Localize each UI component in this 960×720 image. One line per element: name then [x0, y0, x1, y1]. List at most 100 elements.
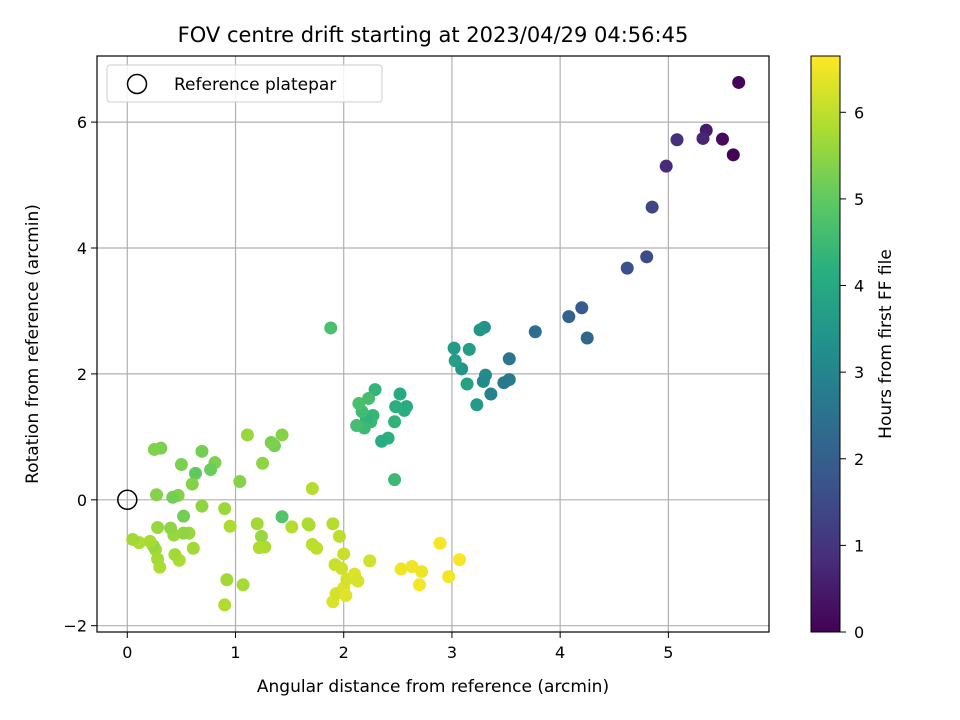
data-point — [305, 481, 319, 495]
data-point — [186, 541, 200, 555]
data-point — [188, 466, 202, 480]
colorbar: 0 1 2 3 4 5 6 Hours from first FF file — [810, 55, 896, 642]
data-point — [218, 598, 232, 612]
plot-frame — [96, 55, 770, 633]
data-point — [204, 463, 218, 477]
data-point — [326, 517, 340, 531]
data-point — [462, 342, 476, 356]
data-point — [484, 387, 498, 401]
data-point — [670, 133, 684, 147]
data-point — [528, 325, 542, 339]
chart-title: FOV centre drift starting at 2023/04/29 … — [178, 23, 689, 47]
y-tick-label: 2 — [77, 365, 87, 384]
data-point — [562, 310, 576, 324]
data-point — [151, 521, 165, 535]
data-point — [177, 526, 191, 540]
data-point — [575, 301, 589, 315]
data-point — [453, 553, 467, 567]
colorbar-tick-label: 4 — [854, 277, 864, 296]
data-point — [415, 565, 429, 579]
colorbar-tick-label: 6 — [854, 103, 864, 122]
legend-label: Reference platepar — [174, 75, 336, 95]
colorbar-gradient — [811, 56, 840, 632]
data-point — [337, 547, 351, 561]
colorbar-tick-label: 0 — [854, 623, 864, 642]
data-point — [250, 517, 264, 531]
data-point — [696, 131, 710, 145]
x-tick-label: 5 — [663, 643, 673, 662]
data-point — [233, 475, 247, 489]
data-point — [332, 529, 346, 543]
x-axis-ticks: 0 1 2 3 4 5 — [122, 632, 673, 662]
data-point — [275, 428, 289, 442]
colorbar-tick-label: 3 — [854, 363, 864, 382]
colorbar-label: Hours from first FF file — [876, 249, 896, 439]
data-point — [256, 456, 270, 470]
x-tick-label: 4 — [555, 643, 565, 662]
data-point — [174, 458, 188, 472]
data-point — [302, 518, 316, 532]
data-point — [412, 578, 426, 592]
y-axis-label: Rotation from reference (arcmin) — [23, 204, 43, 484]
colorbar-tick-label: 2 — [854, 450, 864, 469]
data-point — [164, 521, 178, 535]
data-point — [275, 510, 289, 524]
data-point — [126, 532, 140, 546]
data-point — [223, 519, 237, 533]
data-point — [220, 573, 234, 587]
data-point — [236, 578, 250, 592]
data-point — [447, 341, 461, 355]
data-point — [715, 132, 729, 146]
data-point — [185, 477, 199, 491]
x-axis-label: Angular distance from reference (arcmin) — [257, 677, 609, 697]
y-tick-label: −2 — [63, 617, 87, 636]
data-point — [218, 502, 232, 516]
legend: Reference platepar — [106, 64, 383, 103]
y-tick-label: 0 — [77, 491, 87, 510]
data-point — [393, 387, 407, 401]
x-tick-label: 2 — [339, 643, 349, 662]
data-point — [388, 473, 402, 487]
data-point — [640, 250, 654, 264]
data-point — [620, 261, 634, 275]
reference-platepar-marker — [117, 489, 138, 511]
data-point — [362, 391, 376, 405]
data-point — [433, 536, 447, 550]
data-point — [310, 541, 324, 555]
data-point — [502, 352, 516, 366]
data-point — [476, 374, 490, 388]
data-point — [252, 541, 266, 555]
data-point — [350, 419, 364, 433]
data-point — [147, 442, 161, 456]
data-point — [460, 377, 474, 391]
data-point — [168, 548, 182, 562]
data-point — [394, 562, 408, 576]
reference-marker — [117, 489, 138, 511]
data-point — [473, 323, 487, 337]
data-point — [389, 400, 403, 414]
data-point — [448, 354, 462, 368]
data-point — [240, 428, 254, 442]
data-point — [659, 159, 673, 173]
data-point — [195, 499, 209, 513]
data-points — [126, 75, 746, 612]
legend-marker-icon — [126, 73, 148, 95]
colorbar-tick-label: 1 — [854, 536, 864, 555]
data-point — [375, 434, 389, 448]
data-point — [645, 200, 659, 214]
data-point — [177, 509, 191, 523]
data-point — [388, 415, 402, 429]
y-tick-label: 4 — [77, 239, 87, 258]
x-tick-label: 3 — [447, 643, 457, 662]
data-point — [580, 331, 594, 345]
y-tick-label: 6 — [77, 113, 87, 132]
x-tick-label: 1 — [230, 643, 240, 662]
y-axis-ticks: −2 0 2 4 6 — [63, 113, 97, 636]
data-point — [726, 148, 740, 162]
data-point — [363, 554, 377, 568]
data-point — [285, 520, 299, 534]
data-point — [442, 570, 456, 584]
data-point — [352, 396, 366, 410]
grid-lines — [97, 56, 769, 632]
data-point — [150, 488, 164, 502]
